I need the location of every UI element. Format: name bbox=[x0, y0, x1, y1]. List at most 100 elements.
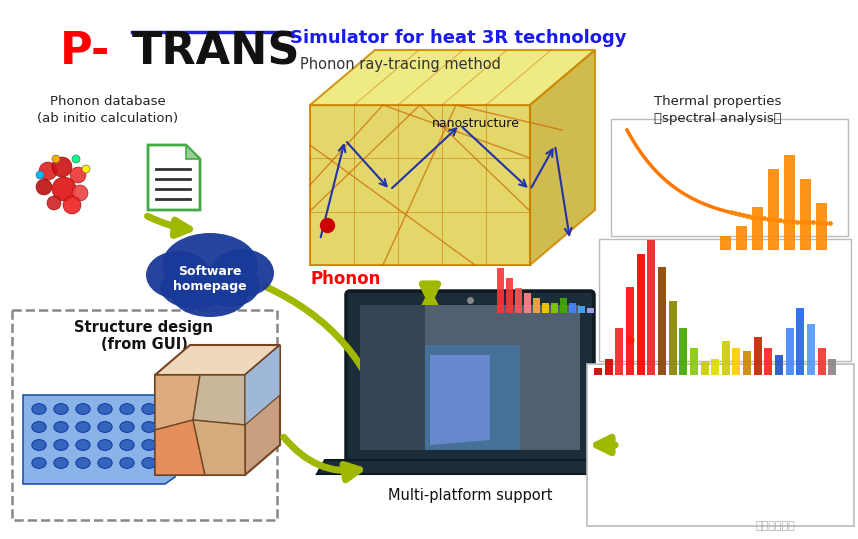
Point bbox=[790, 217, 804, 226]
Bar bbox=[796, 308, 805, 375]
Point bbox=[748, 213, 762, 222]
Text: Software
homepage: Software homepage bbox=[173, 265, 247, 293]
Bar bbox=[647, 240, 656, 375]
Bar bbox=[523, 293, 530, 313]
Point bbox=[732, 210, 746, 219]
Polygon shape bbox=[245, 345, 280, 425]
Bar bbox=[711, 359, 719, 375]
Bar bbox=[786, 328, 794, 375]
Ellipse shape bbox=[54, 404, 68, 414]
Bar bbox=[768, 169, 778, 250]
Ellipse shape bbox=[98, 440, 112, 451]
Ellipse shape bbox=[32, 440, 46, 451]
Point bbox=[794, 218, 807, 226]
Text: nanostructure: nanostructure bbox=[432, 117, 520, 130]
Bar bbox=[764, 348, 772, 375]
Polygon shape bbox=[155, 375, 200, 430]
Ellipse shape bbox=[76, 421, 90, 432]
Ellipse shape bbox=[142, 404, 156, 414]
Point bbox=[807, 218, 820, 227]
Text: Simulator for heat 3R technology: Simulator for heat 3R technology bbox=[290, 29, 626, 47]
Ellipse shape bbox=[146, 251, 210, 299]
Point bbox=[777, 216, 791, 225]
Bar bbox=[735, 226, 746, 250]
Bar bbox=[497, 268, 504, 313]
Bar bbox=[743, 351, 751, 375]
Point bbox=[773, 216, 787, 225]
Polygon shape bbox=[430, 355, 490, 445]
Ellipse shape bbox=[142, 440, 156, 451]
Bar bbox=[551, 303, 558, 313]
Bar bbox=[775, 355, 783, 375]
Point bbox=[770, 216, 783, 224]
Ellipse shape bbox=[172, 273, 248, 317]
Text: 微纳尺度传热: 微纳尺度传热 bbox=[755, 521, 795, 531]
Bar bbox=[515, 288, 522, 313]
Point bbox=[815, 218, 829, 227]
Bar bbox=[577, 306, 584, 313]
Bar bbox=[800, 179, 811, 250]
Point bbox=[765, 215, 779, 224]
Ellipse shape bbox=[120, 440, 134, 451]
Bar bbox=[752, 208, 763, 250]
Ellipse shape bbox=[76, 404, 90, 414]
Text: Phonon database
(ab initio calculation): Phonon database (ab initio calculation) bbox=[38, 95, 178, 125]
Bar bbox=[569, 303, 576, 313]
Polygon shape bbox=[310, 50, 595, 105]
Bar bbox=[680, 328, 687, 375]
Bar bbox=[505, 278, 512, 313]
Polygon shape bbox=[245, 345, 280, 475]
Circle shape bbox=[52, 177, 76, 201]
Bar bbox=[587, 308, 594, 313]
Point bbox=[723, 208, 737, 217]
Bar bbox=[818, 348, 825, 375]
Point bbox=[757, 214, 770, 223]
Polygon shape bbox=[155, 345, 280, 375]
Bar bbox=[720, 236, 730, 250]
Ellipse shape bbox=[54, 421, 68, 432]
Polygon shape bbox=[193, 420, 245, 475]
Ellipse shape bbox=[160, 265, 232, 309]
Ellipse shape bbox=[76, 440, 90, 451]
Ellipse shape bbox=[98, 421, 112, 432]
Bar bbox=[807, 324, 815, 375]
Polygon shape bbox=[186, 145, 200, 159]
Circle shape bbox=[52, 155, 60, 163]
Polygon shape bbox=[310, 105, 530, 265]
Circle shape bbox=[39, 162, 57, 180]
Bar bbox=[783, 155, 795, 250]
Bar bbox=[668, 301, 677, 375]
Point bbox=[802, 218, 816, 226]
Bar bbox=[594, 368, 602, 375]
Point bbox=[823, 219, 837, 227]
Polygon shape bbox=[530, 50, 595, 265]
Ellipse shape bbox=[32, 458, 46, 468]
Bar bbox=[637, 253, 644, 375]
Circle shape bbox=[72, 185, 88, 201]
Ellipse shape bbox=[98, 404, 112, 414]
Text: Structure design
(from GUI): Structure design (from GUI) bbox=[75, 320, 214, 353]
Polygon shape bbox=[317, 460, 630, 474]
Point bbox=[786, 217, 800, 225]
Ellipse shape bbox=[120, 404, 134, 414]
Point bbox=[761, 215, 775, 223]
Text: P-: P- bbox=[60, 31, 111, 73]
Bar bbox=[815, 203, 826, 250]
Polygon shape bbox=[155, 375, 245, 475]
Text: Phonon: Phonon bbox=[310, 270, 380, 288]
Point bbox=[745, 212, 758, 221]
FancyBboxPatch shape bbox=[611, 119, 848, 236]
Bar bbox=[533, 298, 540, 313]
Circle shape bbox=[52, 157, 72, 177]
Ellipse shape bbox=[210, 249, 274, 297]
Circle shape bbox=[36, 171, 44, 179]
Point bbox=[728, 209, 741, 218]
Ellipse shape bbox=[142, 421, 156, 432]
Bar bbox=[733, 348, 740, 375]
Ellipse shape bbox=[32, 404, 46, 414]
Polygon shape bbox=[23, 385, 175, 484]
Point bbox=[782, 217, 795, 225]
Ellipse shape bbox=[120, 421, 134, 432]
Bar bbox=[828, 359, 837, 375]
Circle shape bbox=[72, 155, 80, 163]
